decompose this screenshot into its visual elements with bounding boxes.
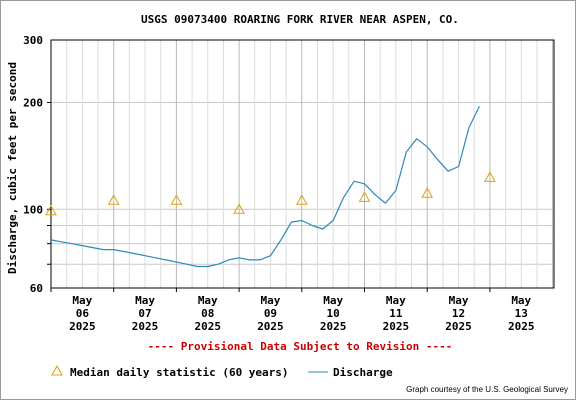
x-tick-label: 2025 <box>257 320 284 333</box>
legend-median-marker <box>51 364 63 376</box>
x-tick-label: 09 <box>264 307 277 320</box>
y-tick-label: 200 <box>23 96 43 109</box>
series-layer <box>45 106 496 268</box>
median-point <box>233 203 245 214</box>
y-tick-label: 100 <box>23 203 43 216</box>
x-tick-label: 06 <box>76 307 90 320</box>
x-tick-label: 2025 <box>320 320 347 333</box>
median-point <box>295 194 308 205</box>
x-tick-label: 13 <box>515 307 528 320</box>
discharge-line <box>50 106 480 268</box>
legend-discharge-label: Discharge <box>333 366 393 379</box>
provisional-note: ---- Provisional Data Subject to Revisio… <box>148 340 453 353</box>
x-tick-label: 2025 <box>445 320 472 333</box>
x-tick-label: 2025 <box>69 320 96 333</box>
x-tick-label: 2025 <box>195 320 222 333</box>
x-tick-label: 08 <box>201 307 214 320</box>
y-axis-label: Discharge, cubic feet per second <box>6 62 19 274</box>
x-tick-label: 2025 <box>508 320 535 333</box>
median-point <box>107 194 120 205</box>
credit-text: Graph courtesy of the U.S. Geological Su… <box>406 385 568 394</box>
median-point <box>358 191 371 202</box>
x-tick-label: 2025 <box>383 320 410 333</box>
x-tick-label: May <box>198 294 218 307</box>
x-tick-label: May <box>261 294 281 307</box>
median-point <box>170 194 183 205</box>
x-tick-label: 11 <box>389 307 403 320</box>
x-tick-label: May <box>511 294 531 307</box>
x-tick-label: May <box>323 294 343 307</box>
legend-median-label: Median daily statistic (60 years) <box>70 366 289 379</box>
x-tick-label: 12 <box>452 307 465 320</box>
x-tick-label: May <box>135 294 155 307</box>
x-tick-label: 10 <box>327 307 340 320</box>
x-tick-label: 2025 <box>132 320 159 333</box>
y-axis-ticks: 300 200 100 60 <box>23 34 51 295</box>
y-tick-label: 300 <box>23 34 43 47</box>
x-tick-label: 07 <box>138 307 151 320</box>
x-axis-ticks: May062025May072025May082025May092025May1… <box>50 288 535 333</box>
x-tick-label: May <box>72 294 92 307</box>
plot-area <box>50 39 555 289</box>
legend: Median daily statistic (60 years) Discha… <box>51 364 393 379</box>
grid-lines <box>51 40 554 288</box>
median-point <box>421 187 434 198</box>
chart-title: USGS 09073400 ROARING FORK RIVER NEAR AS… <box>141 13 459 26</box>
x-tick-label: May <box>386 294 406 307</box>
x-tick-label: May <box>449 294 469 307</box>
median-point <box>484 171 496 182</box>
median-point <box>45 204 57 216</box>
y-tick-label: 60 <box>30 282 43 295</box>
